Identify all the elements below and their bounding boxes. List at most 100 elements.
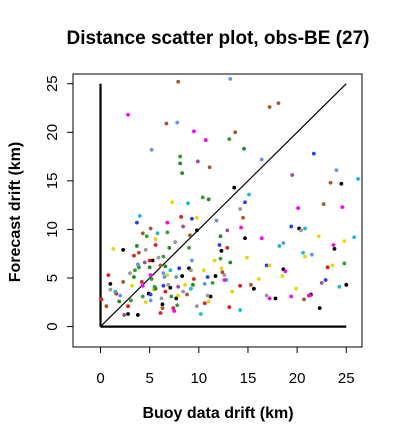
data-point-s8-13 [276, 101, 281, 106]
data-point-s10-0 [117, 299, 122, 304]
data-point-s4-7 [247, 192, 251, 197]
x-tick-label-5: 5 [146, 370, 154, 387]
data-point-s4-15 [189, 286, 193, 291]
data-point-s1-17 [158, 311, 163, 315]
data-point-s8-8 [207, 165, 212, 170]
data-point-s6-22 [212, 258, 217, 263]
data-point-s11-2 [149, 147, 154, 152]
data-point-s4-11 [356, 177, 360, 181]
data-point-s7-12 [166, 282, 171, 287]
reference-lines [99, 83, 347, 328]
x-tick-label-25: 25 [338, 370, 355, 387]
x-axis-label: Buoy data drift (km) [142, 405, 293, 422]
data-point-s2-1 [136, 265, 141, 270]
data-point-s6-4 [165, 273, 170, 278]
data-point-s3-2 [177, 266, 182, 271]
data-point-s5-14 [267, 296, 272, 301]
y-tick-label-20: 20 [44, 124, 61, 141]
data-point-s2-5 [169, 294, 174, 299]
data-point-s4-8 [277, 244, 282, 248]
data-point-s9-5 [290, 173, 295, 177]
data-point-s2-12 [140, 294, 145, 299]
data-point-s9-4 [225, 228, 230, 233]
data-point-s8-19 [160, 306, 165, 311]
plot-frame [72, 73, 363, 348]
data-point-s1-8 [171, 306, 176, 311]
data-point-s9-3 [195, 159, 200, 164]
data-point-s7-9 [264, 293, 269, 298]
data-point-s8-14 [302, 297, 306, 302]
data-point-s10-9 [242, 146, 246, 151]
data-point-s8-7 [188, 233, 192, 238]
data-point-s8-11 [249, 282, 253, 287]
data-point-s3-1 [148, 292, 153, 297]
data-point-s5-1 [140, 283, 145, 288]
data-point-s5-16 [172, 309, 177, 313]
data-point-s8-6 [176, 79, 181, 84]
data-point-s2-7 [187, 246, 191, 250]
data-point-s3-8 [311, 151, 316, 156]
data-point-s7-4 [173, 240, 178, 244]
data-point-s0-4 [150, 258, 155, 263]
data-point-s11-1 [135, 262, 140, 267]
data-point-s0-19 [317, 306, 322, 311]
data-point-s8-17 [185, 292, 189, 297]
data-point-s10-4 [180, 171, 185, 175]
data-point-s1-5 [147, 258, 152, 263]
data-point-s11-14 [174, 275, 179, 279]
data-point-s6-11 [256, 277, 261, 281]
data-point-s0-5 [160, 302, 165, 307]
x-tick-label-0: 0 [96, 370, 104, 387]
data-point-s11-8 [228, 76, 233, 81]
data-point-s10-12 [134, 244, 139, 248]
data-point-s0-11 [213, 274, 218, 278]
identity-line [100, 83, 347, 328]
data-point-s4-14 [238, 308, 243, 312]
data-point-s9-7 [181, 224, 185, 229]
data-point-s5-2 [165, 220, 170, 225]
data-point-s0-15 [273, 296, 278, 301]
data-point-s2-16 [149, 277, 154, 281]
data-point-s2-4 [161, 254, 166, 259]
data-point-s10-1 [132, 275, 136, 279]
data-point-s0-6 [168, 285, 173, 290]
data-point-s7-0 [108, 287, 113, 292]
data-point-s0-1 [121, 247, 126, 252]
data-point-s0-24 [180, 274, 185, 278]
data-point-s5-11 [331, 243, 336, 247]
y-tick-label-15: 15 [44, 173, 61, 190]
data-point-s2-17 [342, 261, 347, 266]
x-tick-label-10: 10 [190, 370, 207, 387]
data-point-s10-2 [147, 265, 152, 270]
data-point-s5-12 [340, 205, 345, 209]
data-point-s1-11 [202, 301, 207, 306]
data-point-s6-7 [206, 299, 211, 304]
y-tick-label-25: 25 [44, 75, 61, 92]
data-point-s5-0 [126, 112, 130, 117]
data-point-s6-0 [111, 246, 116, 251]
data-point-s1-7 [163, 289, 168, 294]
data-point-s6-6 [194, 215, 199, 220]
data-point-s7-2 [143, 247, 148, 252]
data-point-s1-4 [139, 280, 144, 284]
data-point-s6-8 [219, 266, 224, 271]
data-point-s5-4 [203, 138, 208, 142]
data-point-s8-2 [136, 250, 141, 255]
data-point-s5-7 [259, 236, 264, 241]
data-point-s7-10 [299, 228, 303, 233]
data-point-s10-10 [153, 286, 158, 291]
data-point-s6-5 [176, 293, 181, 298]
data-point-s11-7 [214, 218, 219, 223]
data-point-s7-6 [205, 293, 210, 298]
data-point-s6-12 [267, 263, 272, 268]
data-point-s1-3 [126, 304, 130, 309]
data-point-s0-0 [108, 281, 113, 286]
data-point-s5-6 [239, 225, 243, 230]
data-point-s6-20 [170, 200, 175, 205]
x-tick-label-15: 15 [240, 370, 257, 387]
data-point-s0-9 [194, 228, 199, 233]
data-point-s11-12 [334, 168, 339, 173]
data-point-s5-13 [289, 294, 294, 299]
data-point-s11-13 [148, 298, 153, 303]
